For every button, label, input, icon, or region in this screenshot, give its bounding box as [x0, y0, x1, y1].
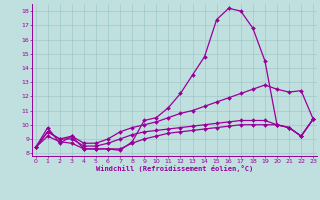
X-axis label: Windchill (Refroidissement éolien,°C): Windchill (Refroidissement éolien,°C) — [96, 165, 253, 172]
